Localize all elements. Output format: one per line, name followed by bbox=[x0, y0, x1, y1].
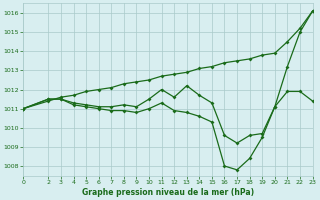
X-axis label: Graphe pression niveau de la mer (hPa): Graphe pression niveau de la mer (hPa) bbox=[82, 188, 254, 197]
